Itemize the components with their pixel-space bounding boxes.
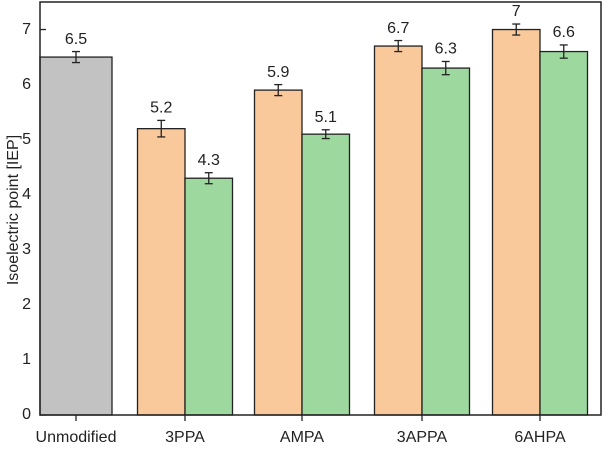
y-tick-label: 1 (22, 351, 31, 368)
y-axis-label: Isoelectric point [IEP] (5, 135, 22, 285)
value-label: 4.3 (198, 152, 220, 169)
y-tick-label: 2 (22, 296, 31, 313)
value-label: 5.1 (315, 109, 337, 126)
x-tick-label: AMPA (280, 429, 324, 446)
y-tick-label: 6 (22, 76, 31, 93)
x-tick-label: Unmodified (36, 429, 117, 446)
value-label: 6.6 (553, 24, 575, 41)
bar (39, 56, 113, 416)
bar (373, 45, 423, 416)
bar (136, 128, 186, 416)
x-tick-label: 6AHPA (514, 429, 566, 446)
value-label: 6.5 (65, 31, 87, 48)
x-tick-label: 3PPA (165, 429, 205, 446)
y-tick-label: 3 (22, 241, 31, 258)
value-label: 6.3 (435, 41, 457, 58)
x-tick-label: 3APPA (397, 429, 448, 446)
bar (539, 50, 589, 416)
y-tick-label: 4 (22, 186, 31, 203)
y-tick-label: 0 (22, 406, 31, 423)
bar (301, 133, 351, 416)
bar (491, 28, 541, 416)
value-label: 6.7 (387, 20, 409, 37)
value-label: 5.2 (150, 100, 172, 117)
value-label: 7 (512, 3, 521, 20)
plot-frame (39, 1, 602, 416)
bar (253, 89, 303, 416)
bar (184, 177, 234, 416)
y-tick-label: 7 (22, 21, 31, 38)
value-label: 5.9 (267, 64, 289, 81)
bar (421, 67, 471, 416)
y-tick-label: 5 (22, 131, 31, 148)
